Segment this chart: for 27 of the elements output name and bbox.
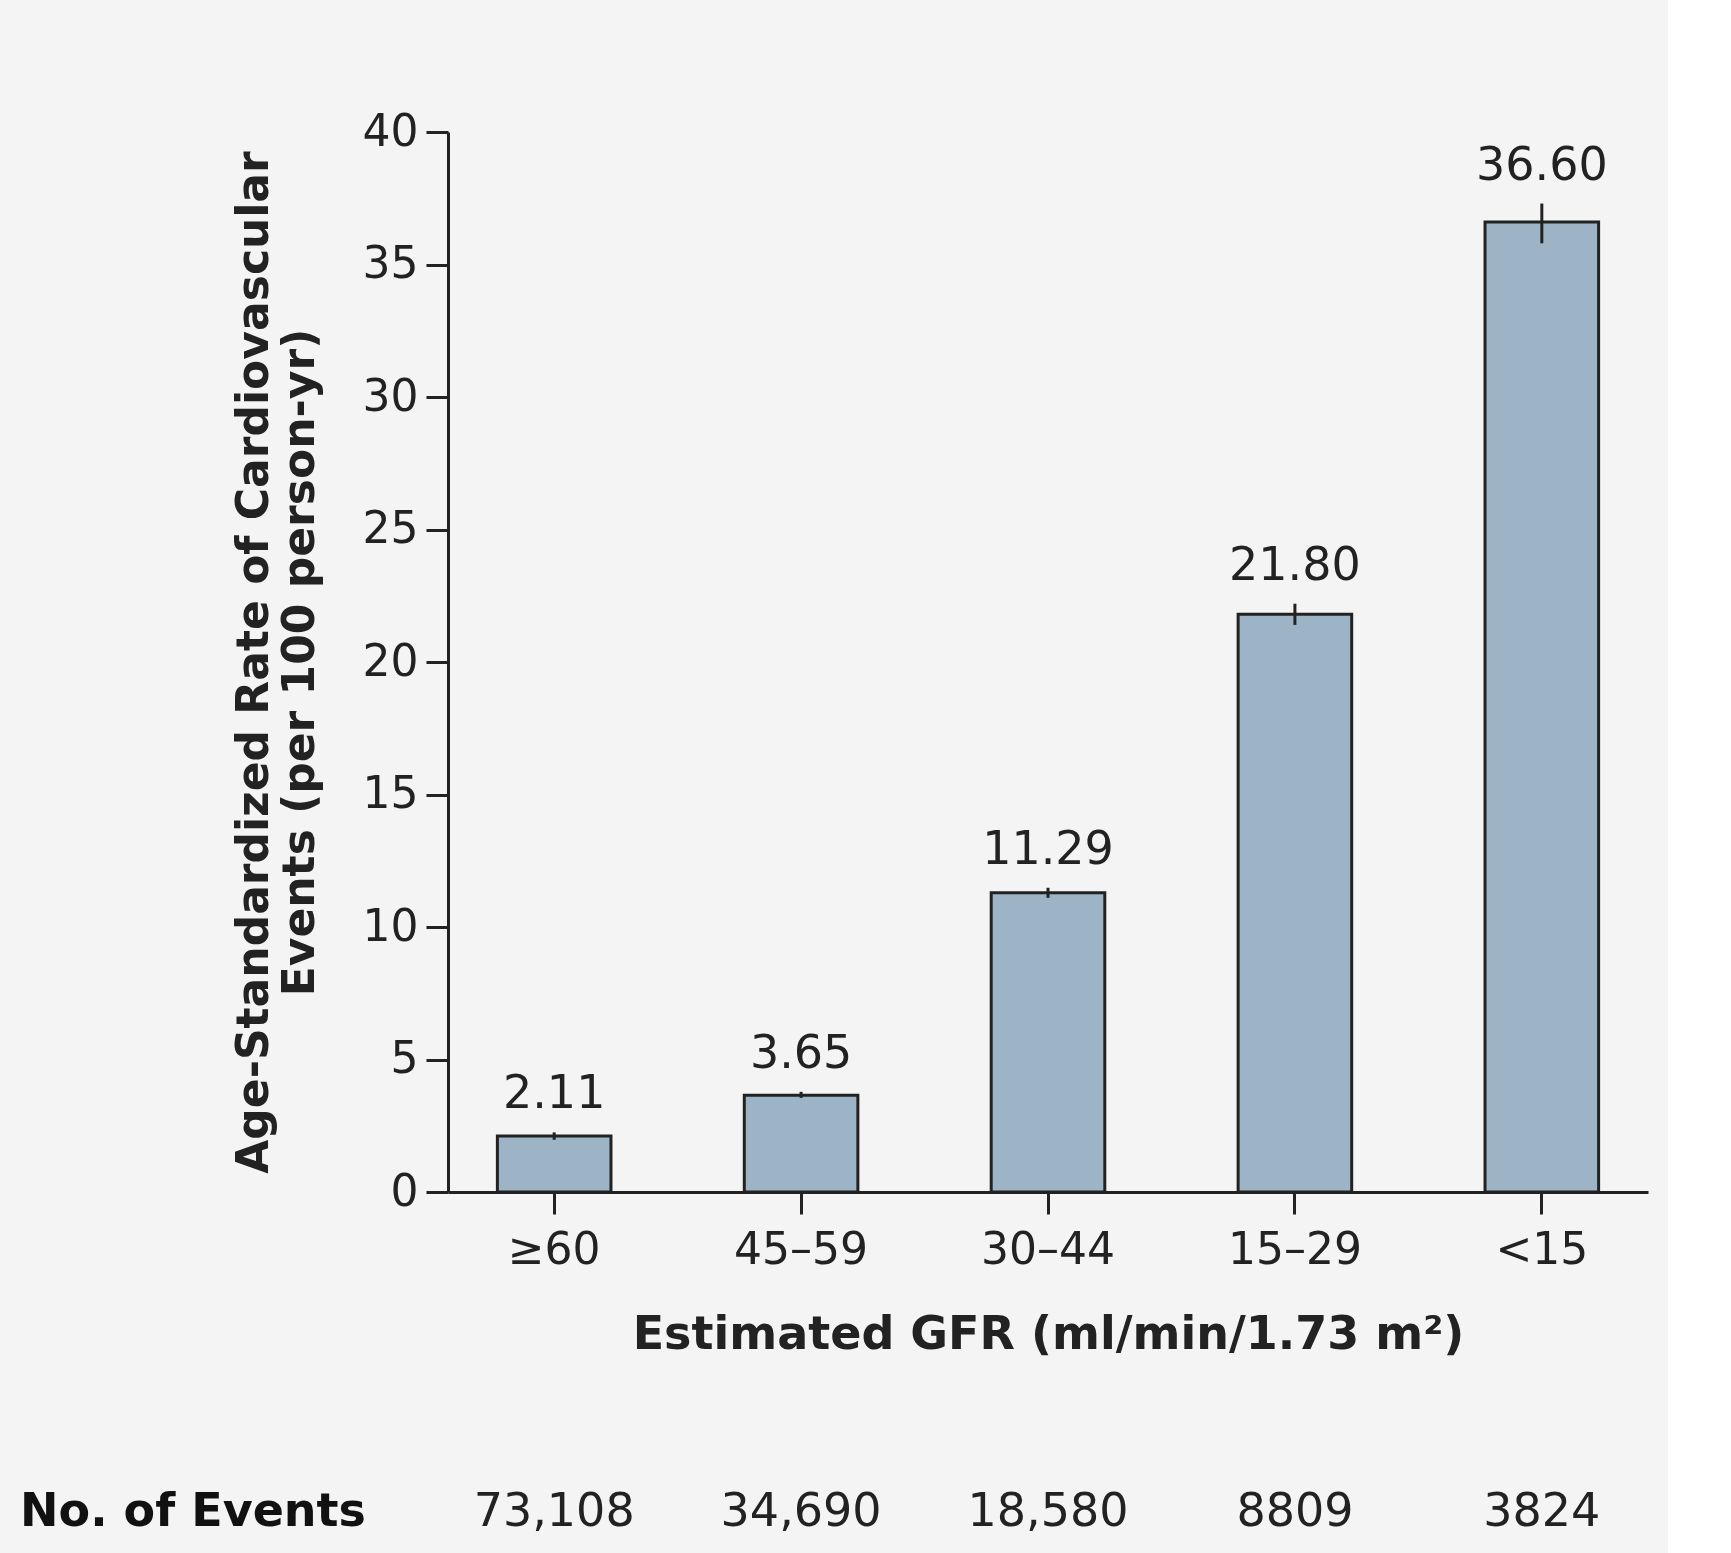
- x-tick-label: ≥60: [507, 1222, 601, 1274]
- y-tick-label: 15: [362, 767, 419, 818]
- y-tick-label: 35: [362, 237, 419, 288]
- x-tick-label: 15–29: [1227, 1222, 1362, 1274]
- text: 3824: [1483, 1483, 1601, 1537]
- data-label: 21.80: [1229, 536, 1361, 591]
- text: 8809: [1236, 1483, 1354, 1537]
- text: 34,690: [720, 1483, 882, 1537]
- text: No. of Events: [20, 1483, 366, 1537]
- data-label: 3.65: [749, 1024, 853, 1079]
- y-tick-label: 30: [362, 369, 419, 421]
- y-tick-label: 5: [390, 1032, 419, 1083]
- data-label: 36.60: [1475, 136, 1608, 191]
- x-tick-label: 30–44: [981, 1222, 1115, 1274]
- x-axis-title: Estimated GFR (ml/min/1.73 m²): [632, 1305, 1465, 1360]
- y-axis-title: Age-Standardized Rate of Cardiovascular Events (per 100 person-yr): [226, 150, 324, 1174]
- y-tick-label: 40: [362, 104, 419, 156]
- y-tick-label: 0: [390, 1164, 419, 1216]
- x-tick-label: 45–59: [734, 1222, 869, 1274]
- text: 18,580: [967, 1483, 1129, 1537]
- data-label: 2.11: [502, 1065, 606, 1120]
- y-tick-label: 25: [362, 502, 419, 553]
- x-tick-label: <15: [1495, 1222, 1589, 1274]
- y-tick-label: 20: [362, 634, 419, 686]
- text: 73,108: [473, 1483, 635, 1537]
- data-label: 11.29: [982, 820, 1114, 875]
- y-tick-label: 10: [362, 899, 419, 951]
